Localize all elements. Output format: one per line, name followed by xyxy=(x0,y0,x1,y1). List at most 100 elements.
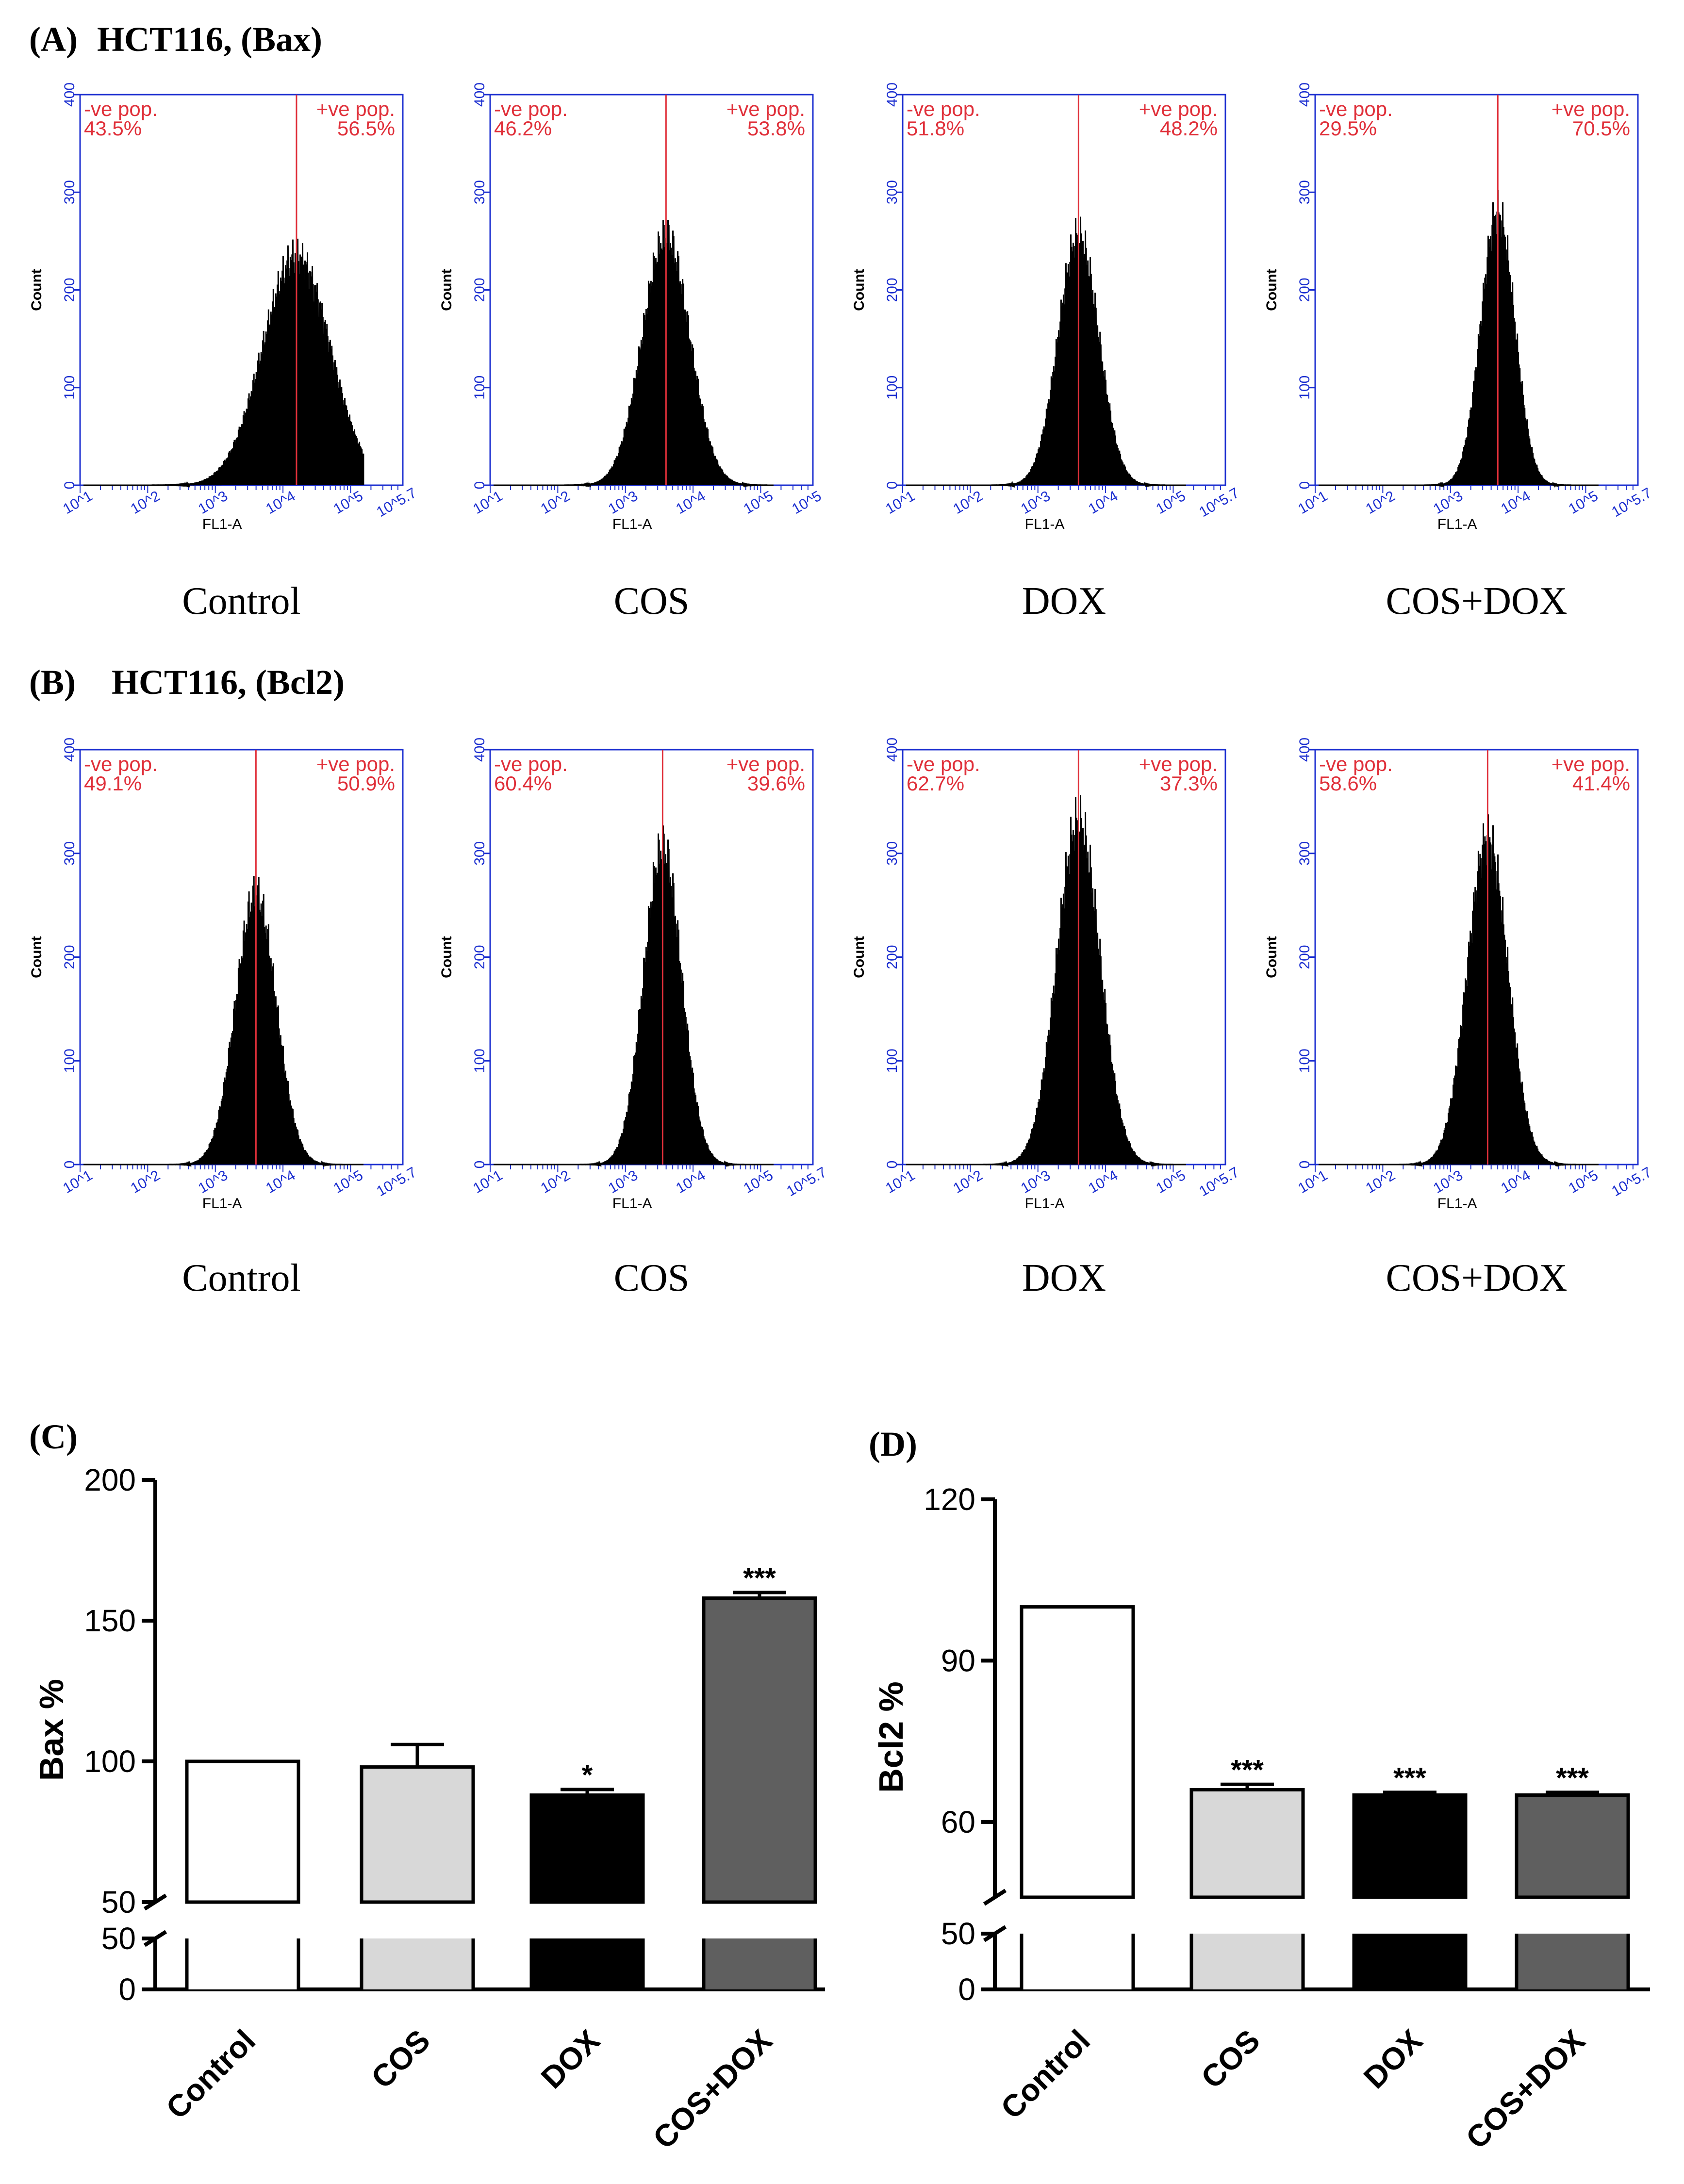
bar-lower-cos-dox xyxy=(1517,1934,1628,1989)
y-tick-label: 200 xyxy=(62,945,78,969)
significance-marker: *** xyxy=(1231,1754,1264,1786)
y-tick-label: 400 xyxy=(472,82,488,107)
y-tick-label: 300 xyxy=(884,180,900,204)
histogram-caption: COS+DOX xyxy=(1386,580,1567,623)
bar-dox xyxy=(529,1793,645,1904)
x-axis-label: FL1-A xyxy=(202,516,242,532)
category-label: DOX xyxy=(1357,2023,1429,2095)
y-axis-label: Count xyxy=(851,269,867,311)
x-tick-label: 10^4 xyxy=(263,1167,298,1197)
x-tick-label: 10^4 xyxy=(1086,488,1121,517)
neg-pop-value: 49.1% xyxy=(84,772,142,795)
axis-break-mark xyxy=(983,1888,1007,1906)
y-tick-label: 100 xyxy=(884,1049,900,1073)
histogram-bars xyxy=(906,795,1186,1167)
y-tick-label: 200 xyxy=(84,1462,136,1497)
x-tick-label: 10^2 xyxy=(128,488,163,517)
histogram-2: 0 100 200 300 400 Count 10^1 10^2 10^3 10^4 10^5 10… xyxy=(439,82,824,623)
x-tick-label: 10^3 xyxy=(606,488,641,517)
neg-pop-value: 62.7% xyxy=(907,772,964,795)
x-tick-label: 10^2 xyxy=(951,1167,986,1197)
histogram-4: 0 100 200 300 400 Count 10^1 10^2 10^3 10^4 10^5 10… xyxy=(1264,738,1654,1299)
neg-pop-value: 60.4% xyxy=(494,772,552,795)
x-tick-label: 10^1 xyxy=(883,1167,918,1197)
neg-pop-value: 29.5% xyxy=(1319,117,1377,140)
neg-pop-label: -ve pop. xyxy=(1319,98,1393,120)
y-axis-label: Count xyxy=(1264,936,1280,978)
y-axis-label: Count xyxy=(851,936,867,978)
histogram-bars xyxy=(1319,814,1599,1167)
x-axis-label: FL1-A xyxy=(202,1196,242,1212)
y-tick-label: 300 xyxy=(62,841,78,866)
y-tick-label: 200 xyxy=(884,278,900,302)
panel-b-label: (B) xyxy=(29,663,76,702)
category-label: Control xyxy=(994,2023,1097,2126)
histogram-bars xyxy=(83,238,364,488)
y-tick-label: 400 xyxy=(884,82,900,107)
neg-pop-label: -ve pop. xyxy=(1319,753,1393,775)
x-tick-label: 10^3 xyxy=(606,1167,641,1197)
histogram-caption: COS+DOX xyxy=(1386,1257,1567,1299)
histogram-1: 0 100 200 300 400 Count 10^1 10^2 10^3 10^4 10^5 10… xyxy=(29,738,419,1299)
bar-lower-cos xyxy=(1191,1934,1303,1989)
histogram-1: 0 100 200 300 400 Count 10^1 10^2 10^3 10^4 10^5 10… xyxy=(29,82,419,623)
x-axis-label: FL1-A xyxy=(1437,516,1477,532)
y-tick-label: 400 xyxy=(62,738,78,762)
pos-pop-value: 50.9% xyxy=(337,772,395,795)
panel-d-label: (D) xyxy=(869,1425,917,1463)
neg-pop-label: -ve pop. xyxy=(494,753,568,775)
pos-pop-label: +ve pop. xyxy=(726,753,805,775)
y-tick-label: 200 xyxy=(1297,945,1313,969)
x-tick-label: 10^1 xyxy=(883,488,918,517)
y-tick-label: 300 xyxy=(62,180,78,204)
y-tick-label: 0 xyxy=(118,1972,136,2007)
pos-pop-label: +ve pop. xyxy=(1552,98,1630,120)
x-tick-label: 10^4 xyxy=(263,488,298,517)
neg-pop-value: 51.8% xyxy=(907,117,964,140)
pos-pop-label: +ve pop. xyxy=(1552,753,1630,775)
category-label: COS+DOX xyxy=(1459,2023,1592,2156)
histogram-2: 0 100 200 300 400 Count 10^1 10^2 10^3 10^4 10^5 10… xyxy=(439,738,829,1299)
x-tick-label: 10^5 xyxy=(331,488,366,517)
histogram-bars xyxy=(494,219,774,488)
y-axis-label: Bax % xyxy=(33,1679,70,1781)
panel-c-label: (C) xyxy=(29,1417,78,1456)
significance-marker: *** xyxy=(1393,1762,1426,1794)
bar-control xyxy=(1020,1605,1135,1899)
y-tick-label: 400 xyxy=(1297,738,1313,762)
category-label: DOX xyxy=(534,2023,607,2095)
bar-cos xyxy=(1189,1788,1305,1899)
x-axis-label: FL1-A xyxy=(1437,1196,1477,1212)
category-label: COS xyxy=(1194,2023,1267,2095)
y-tick-label: 300 xyxy=(1297,841,1313,866)
bar-cos xyxy=(360,1765,475,1904)
x-tick-label: 10^2 xyxy=(538,1167,573,1197)
histogram-caption: DOX xyxy=(1022,580,1106,623)
histogram-caption: Control xyxy=(182,580,300,623)
category-label: COS xyxy=(364,2023,437,2095)
y-tick-label: 0 xyxy=(884,1161,900,1169)
y-tick-label: 0 xyxy=(958,1972,975,2007)
panel-d-bar-chart: 60 90 120 0 50 Bcl2 % Control *** COS *** DOX *** CO… xyxy=(872,1482,1650,2155)
x-tick-label: 10^3 xyxy=(1018,488,1053,517)
bar-cos-dox xyxy=(702,1596,817,1904)
x-axis-label: FL1-A xyxy=(1025,516,1065,532)
x-tick-label: 10^5 xyxy=(1154,1167,1189,1197)
x-tick-label: 10^5 xyxy=(1566,488,1601,517)
y-tick-label: 50 xyxy=(101,1885,136,1920)
y-tick-label: 300 xyxy=(1297,180,1313,204)
pos-pop-value: 41.4% xyxy=(1572,772,1630,795)
neg-pop-label: -ve pop. xyxy=(907,753,980,775)
histogram-bars xyxy=(1319,190,1599,488)
x-axis-label: FL1-A xyxy=(612,1196,652,1212)
bar-lower-cos xyxy=(362,1938,473,1989)
y-tick-label: 400 xyxy=(1297,82,1313,107)
panel-a-title: HCT116, (Bax) xyxy=(97,20,322,59)
y-tick-label: 150 xyxy=(84,1603,136,1638)
x-tick-label: 10^1 xyxy=(60,488,95,517)
panel-a-label: (A) xyxy=(29,20,78,59)
significance-marker: * xyxy=(582,1759,593,1791)
x-tick-label: 10^5 xyxy=(1154,488,1189,517)
neg-pop-value: 46.2% xyxy=(494,117,552,140)
